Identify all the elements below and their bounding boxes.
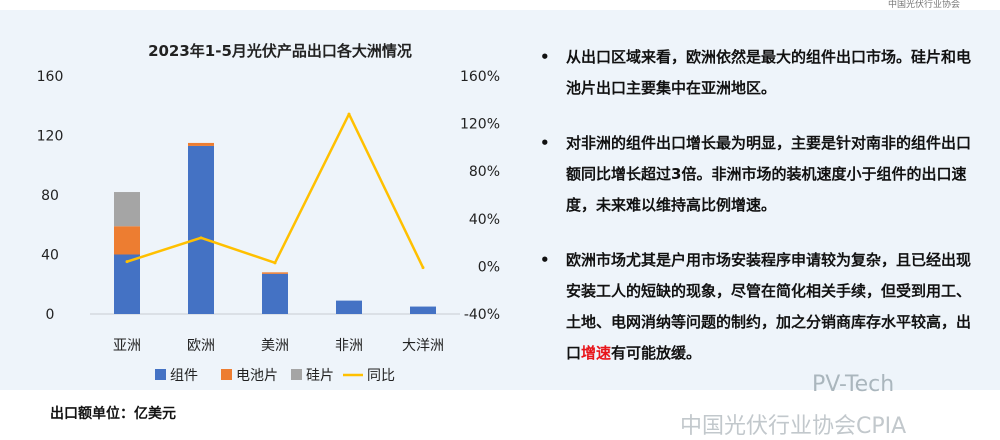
y2-tick-label: 0% [478,259,500,275]
x-tick-label: 非洲 [335,338,363,354]
line-同比 [126,112,425,269]
y-tick-label: 160 [37,69,64,85]
bullet-item: • 欧洲市场尤其是户用市场安装程序申请较为复杂，且已经出现安装工人的短缺的现象，… [540,245,985,369]
slide-panel [0,10,1000,390]
bullet-marker: • [540,251,550,269]
line-point [347,112,351,116]
watermark-cpia: 中国光伏行业协会CPIA [680,414,907,439]
bar-电池片 [262,272,288,274]
unit-label: 出口额单位：亿美元 [50,406,176,422]
bar-电池片 [188,142,214,146]
legend-label: 硅片 [306,368,334,384]
legend-label: 组件 [170,368,198,384]
y-tick-label: 120 [37,129,64,145]
highlight-text: 增速 [581,344,612,362]
legend-swatch [291,369,302,380]
bullet-item: • 对非洲的组件出口增长最为明显，主要是针对南非的组件出口额同比增长超过3倍。非… [540,128,985,221]
bullet-marker: • [540,48,550,66]
bullet-text: 欧洲市场尤其是户用市场安装程序申请较为复杂，且已经出现安装工人的短缺的现象，尽管… [566,251,971,362]
x-tick-label: 亚洲 [113,338,141,354]
x-tick-label: 欧洲 [187,338,215,354]
bullet-text-part: 欧洲市场尤其是户用市场安装程序申请较为复杂，且已经出现安装工人的短缺的现象，尽管… [566,251,972,362]
bar-电池片 [114,226,140,255]
y2-tick-label: 80% [469,164,500,180]
y-tick-label: 80 [41,188,59,204]
bullet-item: • 从出口区域来看，欧洲依然是最大的组件出口市场。硅片和电池片出口主要集中在亚洲… [540,42,985,104]
bullet-text: 对非洲的组件出口增长最为明显，主要是针对南非的组件出口额同比增长超过3倍。非洲市… [566,134,972,214]
y2-tick-label: 120% [460,117,500,133]
line-point [273,261,277,265]
top-tag: 中国光伏行业协会 [887,0,960,10]
watermark-pvtech: PV-Tech [812,372,895,397]
y2-tick-label: -40% [464,307,500,323]
x-tick-label: 大洋洲 [402,338,444,354]
line-point [421,266,425,270]
bar-组件 [336,300,362,314]
bullet-text: 从出口区域来看，欧洲依然是最大的组件出口市场。硅片和电池片出口主要集中在亚洲地区… [566,48,972,97]
export-chart: 2023年1-5月光伏产品出口各大洲情况 0 40 80 120 160 -40% 0% 40%… [37,42,500,384]
legend-label: 同比 [367,368,395,384]
x-tick-label: 美洲 [261,338,289,354]
y2-tick-label: 40% [469,212,500,228]
legend-label: 电池片 [236,368,278,384]
top-bar: 中国光伏行业协会 [0,0,1000,10]
y-tick-label: 0 [46,307,55,323]
bar-硅片 [114,192,140,227]
bar-组件 [188,145,214,314]
line-point [125,260,129,264]
legend-swatch [155,369,166,380]
bullet-text-part: 有可能放缓。 [611,344,702,362]
y2-tick-label: 160% [460,69,500,85]
chart-title: 2023年1-5月光伏产品出口各大洲情况 [148,42,412,60]
bullet-list: • 从出口区域来看，欧洲依然是最大的组件出口市场。硅片和电池片出口主要集中在亚洲… [540,42,985,393]
line-point [199,236,203,240]
bullet-marker: • [540,134,550,152]
legend-swatch [221,369,232,380]
bar-组件 [410,306,436,314]
bar-组件 [114,254,140,314]
y-tick-label: 40 [41,248,59,264]
bar-组件 [262,273,288,314]
